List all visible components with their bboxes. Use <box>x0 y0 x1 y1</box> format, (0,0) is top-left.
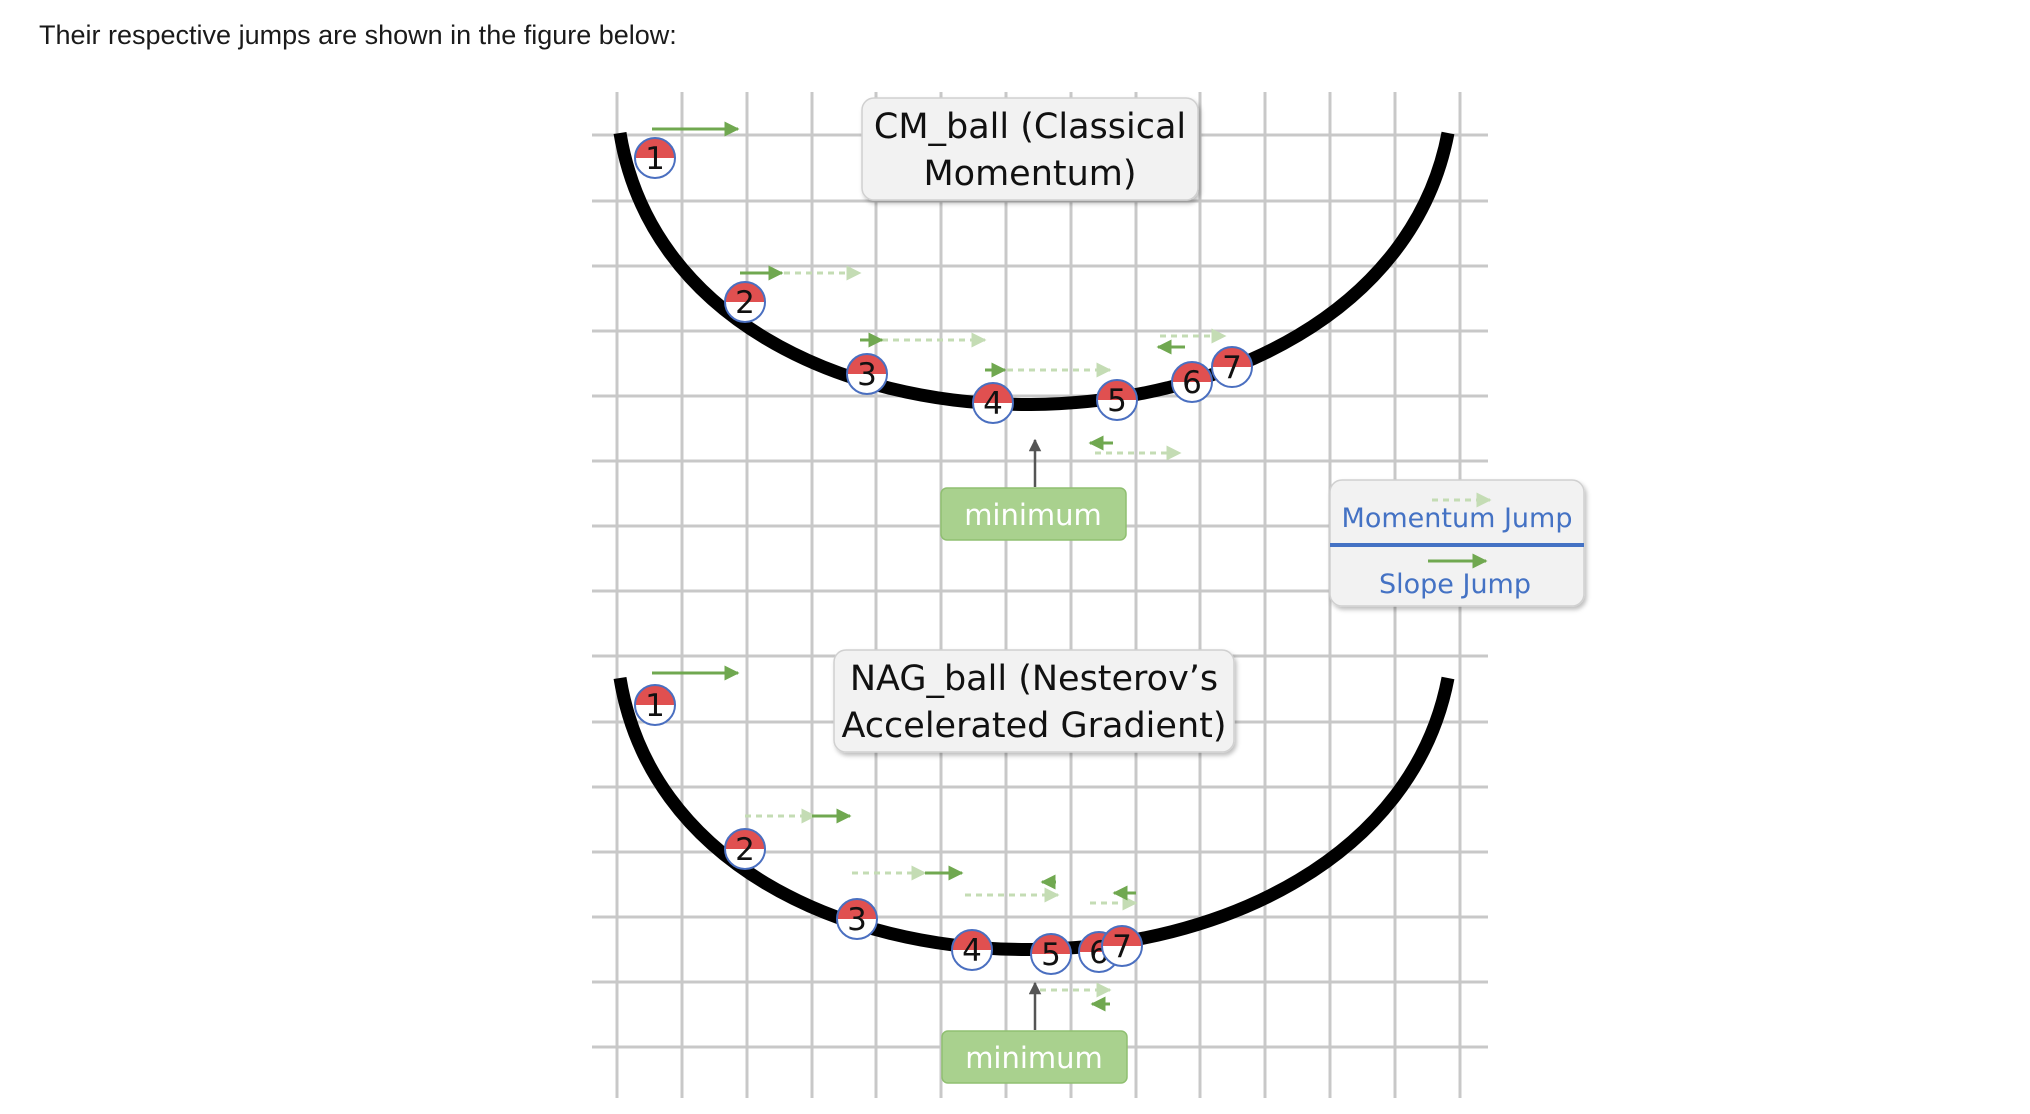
top-ball-3: 3 <box>846 353 888 395</box>
top-ball-2: 2 <box>724 281 766 323</box>
top-ball-label: 1 <box>645 141 665 177</box>
bottom-ball-2: 2 <box>724 828 766 870</box>
bottom-ball-5: 5 <box>1030 933 1072 975</box>
bottom-minimum-label: minimum <box>965 1041 1103 1075</box>
bottom-ball-3: 3 <box>836 898 878 940</box>
top-ball-label: 5 <box>1107 383 1127 419</box>
bottom-ball-label: 2 <box>735 832 755 868</box>
bottom-ball-label: 4 <box>962 933 982 969</box>
bottom-ball-label: 7 <box>1112 929 1132 965</box>
top-ball-label: 4 <box>983 386 1003 422</box>
bottom-ball-1: 1 <box>634 684 676 726</box>
top-arrows <box>652 121 1227 461</box>
bottom-ball-label: 1 <box>645 688 665 724</box>
bottom-ball-7: 7 <box>1101 925 1143 967</box>
top-ball-7: 7 <box>1211 346 1253 388</box>
bottom-ball-label: 3 <box>847 902 867 938</box>
bottom-ball-label: 5 <box>1041 937 1061 973</box>
top-ball-label: 6 <box>1182 365 1202 401</box>
top-ball-4: 4 <box>972 382 1014 424</box>
top-title-line2: Momentum) <box>923 154 1136 194</box>
intro-text: Their respective jumps are shown in the … <box>39 20 677 50</box>
bottom-arrows <box>652 665 1138 1012</box>
top-ball-5: 5 <box>1096 379 1138 421</box>
top-ball-label: 7 <box>1222 350 1242 386</box>
bottom-ball-4: 4 <box>951 929 993 971</box>
bottom-title-line1: NAG_ball (Nesterov’s <box>850 659 1218 699</box>
top-title-line1: CM_ball (Classical <box>874 107 1186 147</box>
bottom-title-box <box>833 649 1235 753</box>
top-title-box <box>861 97 1199 201</box>
bottom-minimum-box <box>941 1030 1128 1084</box>
top-ball-1: 1 <box>634 137 676 179</box>
top-ball-6: 6 <box>1171 361 1213 403</box>
top-balls: 1 2 3 4 5 6 7 <box>634 137 1253 424</box>
top-minimum-label: minimum <box>964 498 1102 532</box>
bottom-title-line2: Accelerated Gradient) <box>841 706 1226 746</box>
top-bowl-curve <box>613 131 1455 411</box>
legend-momentum-label: Momentum Jump <box>1342 503 1573 534</box>
top-minimum-box <box>940 487 1127 541</box>
top-ball-label: 3 <box>857 357 877 393</box>
legend-slope-label: Slope Jump <box>1379 569 1531 600</box>
top-ball-label: 2 <box>735 285 755 321</box>
